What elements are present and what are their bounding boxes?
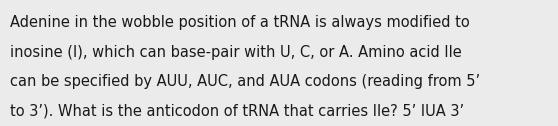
Text: Adenine in the wobble position of a tRNA is always modified to: Adenine in the wobble position of a tRNA… [10, 15, 470, 30]
Text: to 3’). What is the anticodon of tRNA that carries Ile? 5’ IUA 3’: to 3’). What is the anticodon of tRNA th… [10, 104, 464, 119]
Text: inosine (I), which can base-pair with U, C, or A. Amino acid Ile: inosine (I), which can base-pair with U,… [10, 45, 462, 60]
Text: can be specified by AUU, AUC, and AUA codons (reading from 5’: can be specified by AUU, AUC, and AUA co… [10, 74, 480, 89]
